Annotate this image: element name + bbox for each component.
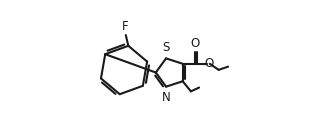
Text: N: N — [162, 91, 171, 104]
Text: F: F — [121, 20, 128, 33]
Text: O: O — [204, 57, 213, 70]
Text: S: S — [162, 41, 169, 54]
Text: O: O — [191, 37, 200, 50]
